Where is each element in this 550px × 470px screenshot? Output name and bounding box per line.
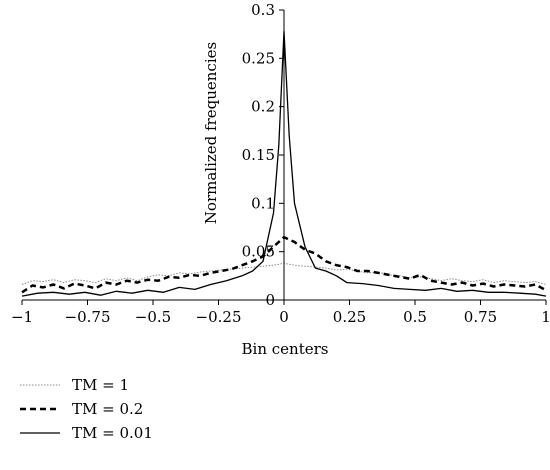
y-tick-label: 0.15 xyxy=(242,146,275,164)
legend-label-0: TM = 1 xyxy=(72,376,129,394)
x-tick-label: −0.25 xyxy=(196,308,242,326)
y-tick-label: 0.3 xyxy=(251,1,275,19)
x-tick-label: 0 xyxy=(279,308,289,326)
y-axis-title: Normalized frequencies xyxy=(202,42,220,224)
y-tick-label: 0.1 xyxy=(251,194,275,212)
y-tick-label: 0.05 xyxy=(242,243,275,261)
x-tick-label: −0.5 xyxy=(135,308,171,326)
series-line-2 xyxy=(21,30,547,297)
x-tick-label: −0.75 xyxy=(65,308,111,326)
y-tick-label: 0.25 xyxy=(242,49,275,67)
x-tick-label: 0.25 xyxy=(333,308,366,326)
legend-label-1: TM = 0.2 xyxy=(72,400,143,418)
x-tick-label: 1 xyxy=(541,308,550,326)
axes-layer: −1 −0.75 −0.5 −0.25 0 0.25 0.5 0.75 1 0 0.05 0.1 0.1… xyxy=(11,1,550,326)
x-axis-title: Bin centers xyxy=(242,340,329,358)
legend-label-2: TM = 0.01 xyxy=(72,424,153,442)
y-tick-label: 0 xyxy=(265,291,275,309)
x-tick-label: 0.75 xyxy=(464,308,497,326)
x-tick-label: −1 xyxy=(11,308,33,326)
y-tick-label: 0.2 xyxy=(251,98,275,116)
x-tick-label: 0.5 xyxy=(403,308,427,326)
legend: TM = 1 TM = 0.2 TM = 0.01 xyxy=(20,376,153,442)
